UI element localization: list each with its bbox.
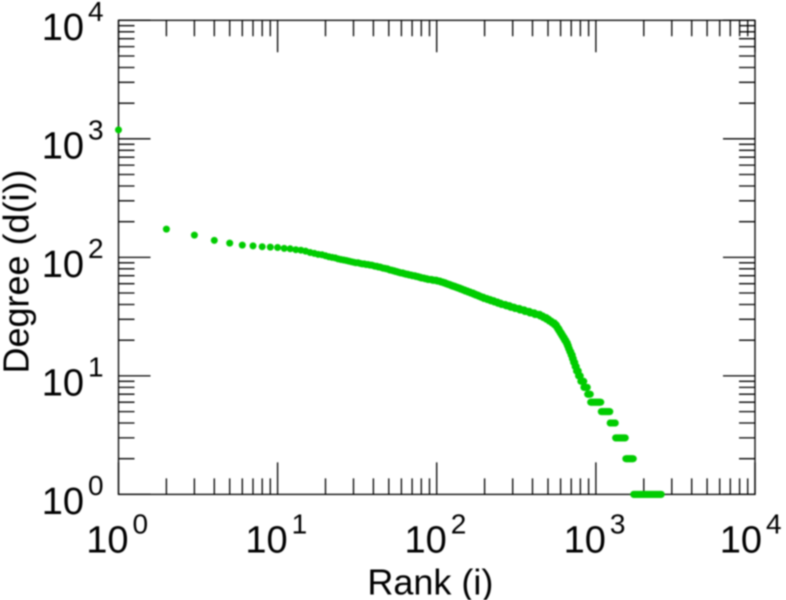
svg-text:100: 10 0 [42,470,104,523]
svg-text:102: 10 2 [405,508,467,561]
svg-text:102: 10 2 [42,233,104,286]
svg-text:103: 10 3 [42,114,104,167]
svg-text:104: 10 4 [720,508,782,561]
svg-text:103: 10 3 [564,508,626,561]
svg-text:100: 10 0 [86,508,148,561]
svg-text:101: 10 1 [42,351,104,404]
svg-text:104: 10 4 [42,0,104,49]
svg-text:Rank (i): Rank (i) [367,562,493,600]
svg-text:Degree (d(i)): Degree (d(i)) [0,169,36,373]
svg-text:101: 10 1 [245,508,307,561]
